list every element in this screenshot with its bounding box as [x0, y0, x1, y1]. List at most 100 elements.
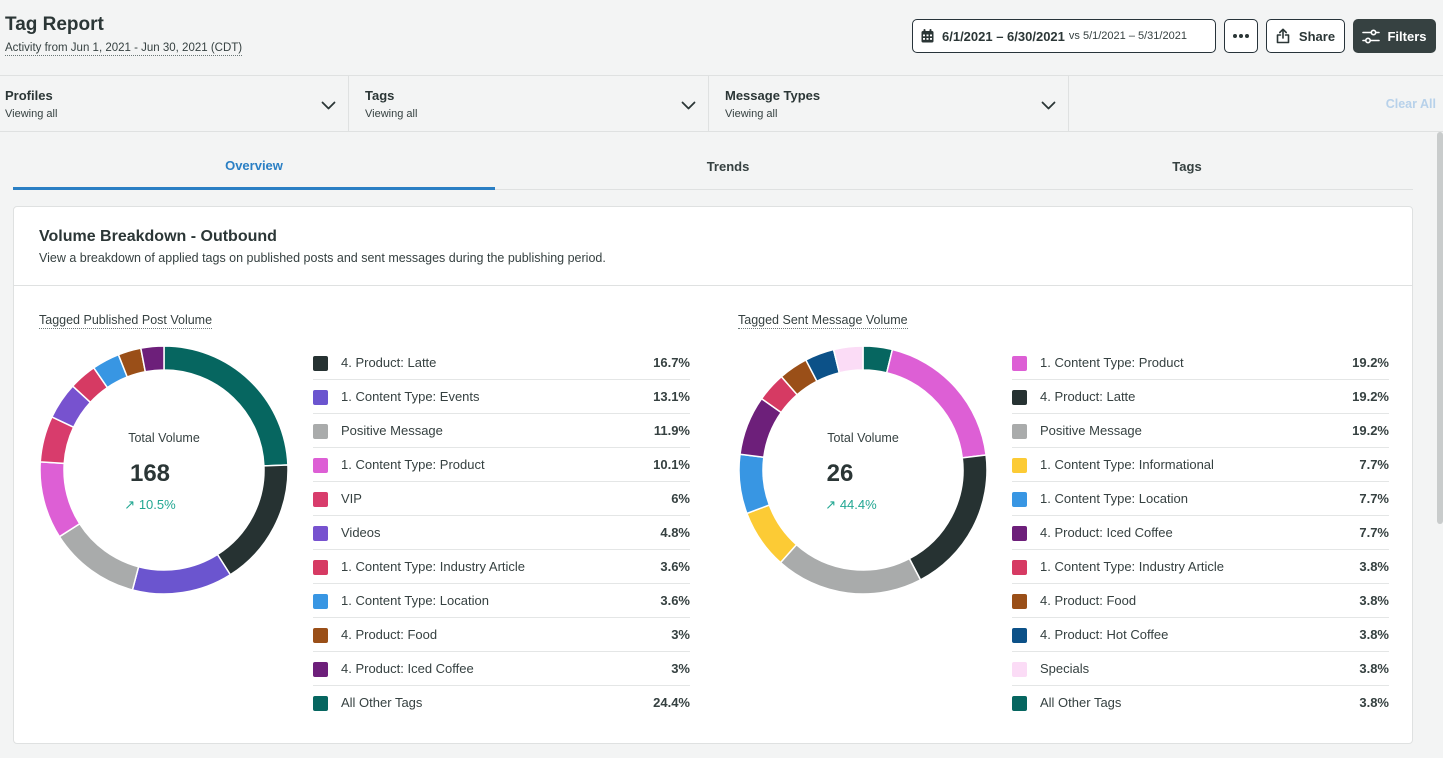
legend-value: 13.1%: [653, 389, 690, 404]
legend-value: 19.2%: [1352, 355, 1389, 370]
message-types-filter[interactable]: Message Types Viewing all: [709, 76, 1069, 132]
legend-swatch: [1012, 390, 1027, 405]
volume-breakdown-card: Volume Breakdown - Outbound View a break…: [13, 206, 1413, 744]
trend-up-icon: ↗: [124, 497, 136, 512]
legend-swatch: [313, 492, 328, 507]
donut-slice[interactable]: [832, 345, 864, 374]
legend-swatch: [313, 458, 328, 473]
donut-slice[interactable]: [779, 543, 922, 595]
profiles-filter[interactable]: Profiles Viewing all: [0, 76, 349, 132]
filter-value: Viewing all: [365, 108, 418, 120]
legend-swatch: [1012, 662, 1027, 677]
donut-chart: [39, 345, 289, 595]
legend-value: 19.2%: [1352, 423, 1389, 438]
legend-value: 4.8%: [660, 525, 690, 540]
legend-value: 6%: [671, 491, 690, 506]
legend-label: 4. Product: Food: [1040, 593, 1137, 608]
clear-all-button[interactable]: Clear All: [1385, 97, 1436, 111]
legend-label: 4. Product: Latte: [1040, 389, 1136, 404]
volume-change: ↗ 10.5%: [25, 497, 275, 513]
legend-label: All Other Tags: [1040, 695, 1122, 710]
legend-label: VIP: [341, 491, 362, 506]
tab-overview[interactable]: Overview: [13, 148, 495, 190]
donut-slice[interactable]: [58, 522, 140, 591]
legend-item: 4. Product: Iced Coffee 7.7%: [1012, 516, 1389, 550]
total-volume-value: 168: [129, 460, 171, 487]
legend-label: Positive Message: [341, 423, 443, 438]
legend-item: 1. Content Type: Location 3.6%: [313, 584, 690, 618]
legend-label: 1. Content Type: Location: [1040, 491, 1188, 506]
legend-item: 1. Content Type: Industry Article 3.6%: [313, 550, 690, 584]
legend-item: Positive Message 19.2%: [1012, 414, 1389, 448]
sliders-icon: [1362, 28, 1387, 44]
share-label: Share: [1298, 28, 1336, 44]
total-volume-label: Total Volume: [128, 431, 200, 445]
chevron-down-icon: [321, 97, 336, 115]
tab-trends[interactable]: Trends: [706, 159, 750, 174]
legend-item: 1. Content Type: Industry Article 3.8%: [1012, 550, 1389, 584]
legend-value: 3.8%: [1359, 661, 1389, 676]
legend-item: 1. Content Type: Informational 7.7%: [1012, 448, 1389, 482]
legend-swatch: [313, 356, 328, 371]
chart-title[interactable]: Tagged Published Post Volume: [39, 313, 213, 329]
total-volume-value: 26: [826, 460, 854, 487]
donut-slice[interactable]: [139, 345, 165, 373]
legend-swatch: [1012, 356, 1027, 371]
legend-item: Positive Message 11.9%: [313, 414, 690, 448]
legend-value: 7.7%: [1359, 491, 1389, 506]
legend-item: 4. Product: Hot Coffee 3.8%: [1012, 618, 1389, 652]
date-range-text: 6/1/2021 – 6/30/2021: [942, 28, 1065, 44]
legend-item: 4. Product: Food 3%: [313, 618, 690, 652]
legend-swatch: [313, 628, 328, 643]
legend-label: Specials: [1040, 661, 1090, 676]
legend-value: 3%: [671, 627, 690, 642]
legend-item: VIP 6%: [313, 482, 690, 516]
legend-swatch: [1012, 424, 1027, 439]
chart-title[interactable]: Tagged Sent Message Volume: [738, 313, 908, 329]
legend-value: 3.6%: [660, 559, 690, 574]
legend-item: 1. Content Type: Events 13.1%: [313, 380, 690, 414]
volume-change-value: 10.5%: [138, 497, 176, 512]
donut-slice[interactable]: [163, 345, 289, 467]
legend-swatch: [1012, 696, 1027, 711]
legend-label: 1. Content Type: Product: [341, 457, 485, 472]
legend-value: 3.6%: [660, 593, 690, 608]
report-header: Tag Report Activity from Jun 1, 2021 - J…: [0, 0, 1443, 75]
legend-value: 16.7%: [653, 355, 690, 370]
legend-swatch: [1012, 458, 1027, 473]
legend-swatch: [313, 526, 328, 541]
scrollbar[interactable]: [1437, 132, 1443, 524]
filters-label: Filters: [1387, 28, 1427, 44]
legend-swatch: [1012, 526, 1027, 541]
legend-item: 1. Content Type: Product 10.1%: [313, 448, 690, 482]
legend-value: 3.8%: [1359, 559, 1389, 574]
chevron-down-icon: [1041, 97, 1056, 115]
tags-filter[interactable]: Tags Viewing all: [349, 76, 709, 132]
legend-value: 10.1%: [653, 457, 690, 472]
legend-label: 1. Content Type: Industry Article: [341, 559, 526, 574]
legend-item: All Other Tags 3.8%: [1012, 686, 1389, 720]
tab-tags[interactable]: Tags: [1172, 159, 1202, 174]
donut-slice[interactable]: [745, 504, 798, 564]
calendar-icon: [921, 29, 934, 43]
legend-label: 1. Content Type: Informational: [1040, 457, 1214, 472]
legend-item: Videos 4.8%: [313, 516, 690, 550]
card-divider: [14, 285, 1412, 286]
legend-value: 3.8%: [1359, 695, 1389, 710]
legend-item: 4. Product: Latte 16.7%: [313, 346, 690, 380]
filters-button[interactable]: Filters: [1353, 19, 1436, 53]
donut-slice[interactable]: [131, 553, 232, 595]
legend-item: 4. Product: Iced Coffee 3%: [313, 652, 690, 686]
legend-swatch: [313, 696, 328, 711]
report-activity-range[interactable]: Activity from Jun 1, 2021 - Jun 30, 2021…: [5, 42, 243, 56]
date-range-button[interactable]: 6/1/2021 – 6/30/2021 vs 5/1/2021 – 5/31/…: [912, 19, 1216, 53]
legend-label: 4. Product: Food: [341, 627, 438, 642]
more-options-button[interactable]: [1224, 19, 1258, 53]
legend-swatch: [313, 662, 328, 677]
legend-value: 24.4%: [653, 695, 690, 710]
legend-value: 3%: [671, 661, 690, 676]
legend-swatch: [1012, 560, 1027, 575]
trend-up-icon: ↗: [825, 497, 837, 512]
share-button[interactable]: Share: [1266, 19, 1345, 53]
report-tabs: Overview Trends Tags: [13, 148, 1413, 190]
